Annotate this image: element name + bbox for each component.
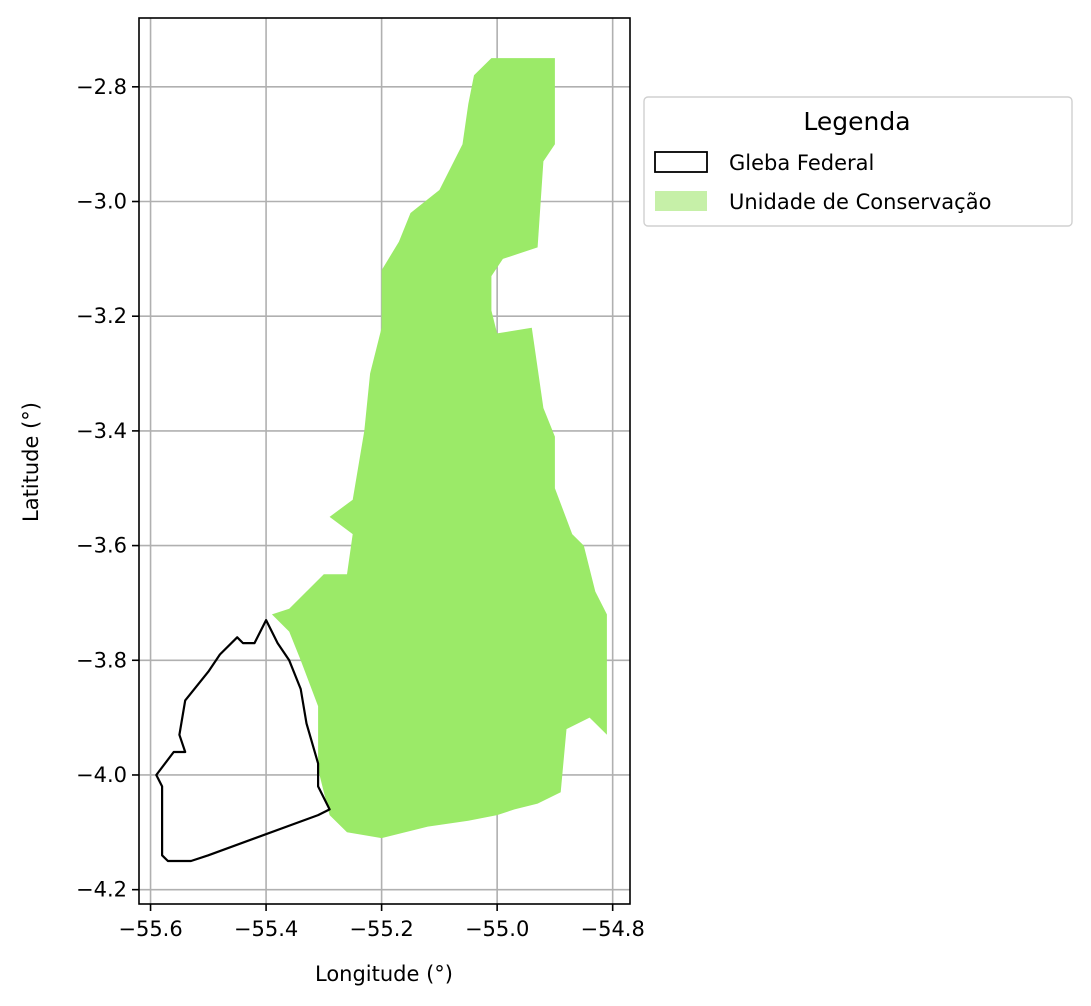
map-layers bbox=[155, 58, 607, 863]
legend: Legenda Gleba Federal Unidade de Conserv… bbox=[643, 96, 1073, 227]
legend-label-unidade: Unidade de Conservação bbox=[729, 190, 991, 214]
y-tick-label: −2.8 bbox=[76, 75, 127, 99]
y-tick-label: −3.4 bbox=[76, 419, 127, 443]
legend-title: Legenda bbox=[803, 107, 910, 136]
y-tick-label: −4.2 bbox=[76, 878, 127, 902]
legend-label-gleba: Gleba Federal bbox=[729, 151, 874, 175]
y-tick-label: −3.0 bbox=[76, 190, 127, 214]
ticks: −55.6 −55.4 −55.2 −55.0 −54.8 −2.8 −3.0 −3.2 −3.… bbox=[76, 75, 645, 941]
y-tick-label: −4.0 bbox=[76, 763, 127, 787]
legend-swatch-unidade bbox=[655, 191, 707, 211]
y-axis-label: Latitude (°) bbox=[19, 402, 43, 522]
unidade-de-conservacao-area bbox=[271, 58, 607, 839]
grid bbox=[139, 18, 630, 904]
x-tick-label: −54.8 bbox=[580, 917, 644, 941]
gleba-federal-outline bbox=[155, 619, 331, 863]
x-tick-label: −55.4 bbox=[234, 917, 298, 941]
x-axis-label: Longitude (°) bbox=[315, 962, 453, 986]
x-tick-label: −55.2 bbox=[349, 917, 413, 941]
y-tick-label: −3.2 bbox=[76, 304, 127, 328]
x-tick-label: −55.6 bbox=[118, 917, 182, 941]
legend-box bbox=[643, 96, 1073, 227]
y-tick-label: −3.8 bbox=[76, 648, 127, 672]
x-tick-label: −55.0 bbox=[465, 917, 529, 941]
y-tick-label: −3.6 bbox=[76, 534, 127, 558]
axes-frame bbox=[138, 17, 631, 905]
legend-swatch-gleba bbox=[654, 151, 708, 173]
